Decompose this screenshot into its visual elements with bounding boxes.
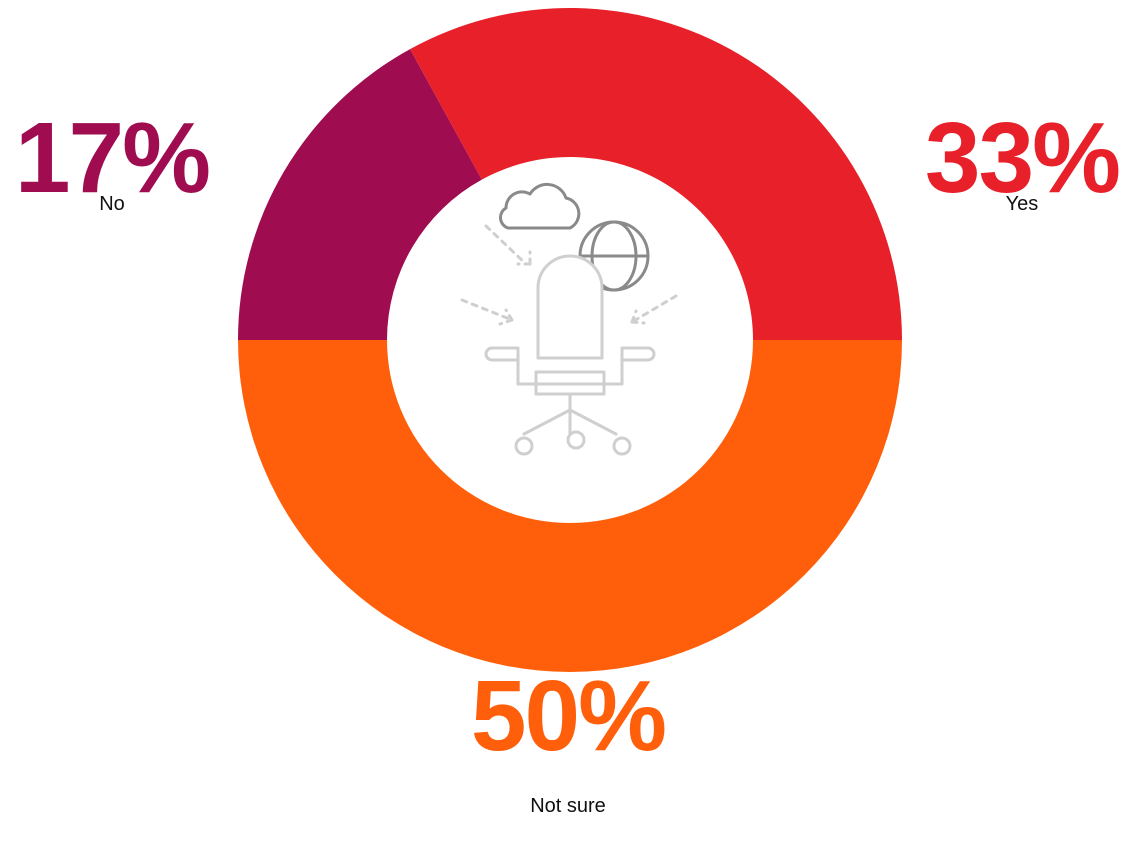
category-label: No [99,193,125,215]
donut-slice [410,8,902,340]
value-label: 17% [15,102,209,214]
donut [238,8,902,672]
value-label: 33% [925,102,1119,214]
value-label: 50% [471,660,665,772]
category-label: Yes [1006,193,1039,215]
donut-slice [238,340,902,672]
center-icon [460,182,678,456]
category-label: Not sure [530,795,606,817]
donut-slice [238,49,482,340]
